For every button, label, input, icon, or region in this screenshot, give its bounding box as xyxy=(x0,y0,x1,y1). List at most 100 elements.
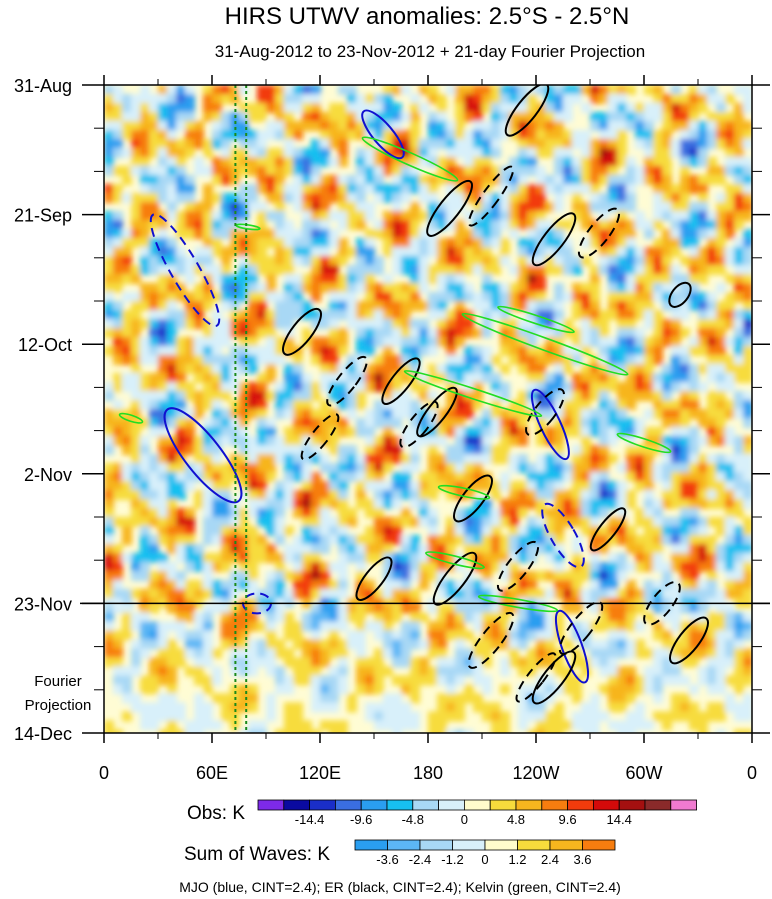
anomaly-cell xyxy=(653,292,663,302)
anomaly-cell xyxy=(707,112,717,122)
anomaly-cell xyxy=(554,292,564,302)
anomaly-cell xyxy=(617,229,627,239)
anomaly-cell xyxy=(626,490,636,500)
anomaly-cell xyxy=(122,94,132,104)
anomaly-cell xyxy=(284,427,294,437)
anomaly-cell xyxy=(194,337,204,347)
anomaly-cell xyxy=(644,337,654,347)
anomaly-cell xyxy=(608,85,618,95)
anomaly-cell xyxy=(671,526,681,536)
projection-cell xyxy=(545,612,555,623)
anomaly-cell xyxy=(383,427,393,437)
anomaly-cell xyxy=(473,265,483,275)
anomaly-cell xyxy=(626,256,636,266)
anomaly-cell xyxy=(455,508,465,518)
anomaly-cell xyxy=(257,229,267,239)
anomaly-cell xyxy=(491,544,501,554)
anomaly-cell xyxy=(554,355,564,365)
anomaly-cell xyxy=(158,382,168,392)
anomaly-cell xyxy=(293,94,303,104)
anomaly-cell xyxy=(176,472,186,482)
projection-cell xyxy=(194,657,204,668)
anomaly-cell xyxy=(428,130,438,140)
anomaly-cell xyxy=(131,229,141,239)
anomaly-cell xyxy=(581,211,591,221)
anomaly-cell xyxy=(257,301,267,311)
anomaly-cell xyxy=(311,346,321,356)
anomaly-cell xyxy=(662,526,672,536)
anomaly-cell xyxy=(590,364,600,374)
projection-cell xyxy=(662,657,672,668)
anomaly-cell xyxy=(239,517,249,527)
anomaly-cell xyxy=(725,409,735,419)
anomaly-cell xyxy=(446,463,456,473)
anomaly-cell xyxy=(689,526,699,536)
anomaly-cell xyxy=(149,283,159,293)
anomaly-cell xyxy=(680,481,690,491)
anomaly-cell xyxy=(716,283,726,293)
anomaly-cell xyxy=(302,112,312,122)
anomaly-cell xyxy=(725,157,735,167)
anomaly-cell xyxy=(446,391,456,401)
projection-cell xyxy=(734,711,744,722)
anomaly-cell xyxy=(149,589,159,599)
anomaly-cell xyxy=(518,355,528,365)
anomaly-cell xyxy=(437,328,447,338)
anomaly-cell xyxy=(680,130,690,140)
waves-swatch xyxy=(354,839,388,851)
projection-cell xyxy=(455,630,465,641)
anomaly-cell xyxy=(158,355,168,365)
anomaly-cell xyxy=(518,175,528,185)
anomaly-cell xyxy=(734,526,744,536)
anomaly-cell xyxy=(185,517,195,527)
anomaly-cell xyxy=(122,130,132,140)
projection-cell xyxy=(716,603,726,614)
anomaly-cell xyxy=(527,94,537,104)
projection-cell xyxy=(140,711,150,722)
anomaly-cell xyxy=(401,562,411,572)
anomaly-cell xyxy=(617,310,627,320)
anomaly-cell xyxy=(518,283,528,293)
anomaly-cell xyxy=(509,463,519,473)
anomaly-cell xyxy=(428,337,438,347)
projection-cell xyxy=(671,693,681,704)
anomaly-cell xyxy=(140,535,150,545)
anomaly-cell xyxy=(725,571,735,581)
anomaly-cell xyxy=(590,157,600,167)
anomaly-cell xyxy=(176,139,186,149)
anomaly-cell xyxy=(158,148,168,158)
anomaly-cell xyxy=(176,346,186,356)
anomaly-cell xyxy=(599,148,609,158)
anomaly-cell xyxy=(590,238,600,248)
anomaly-cell xyxy=(698,337,708,347)
anomaly-cell xyxy=(311,193,321,203)
anomaly-cell xyxy=(140,517,150,527)
projection-cell xyxy=(608,720,618,731)
anomaly-cell xyxy=(428,148,438,158)
projection-cell xyxy=(158,621,168,632)
anomaly-cell xyxy=(680,445,690,455)
projection-cell xyxy=(122,693,132,704)
anomaly-cell xyxy=(158,427,168,437)
projection-cell xyxy=(311,675,321,686)
anomaly-cell xyxy=(455,562,465,572)
projection-cell xyxy=(527,684,537,695)
anomaly-cell xyxy=(122,436,132,446)
anomaly-cell xyxy=(329,103,339,113)
anomaly-cell xyxy=(716,220,726,230)
anomaly-cell xyxy=(428,328,438,338)
anomaly-cell xyxy=(401,112,411,122)
anomaly-cell xyxy=(689,94,699,104)
anomaly-cell xyxy=(536,193,546,203)
anomaly-cell xyxy=(662,211,672,221)
anomaly-cell xyxy=(167,526,177,536)
anomaly-cell xyxy=(572,445,582,455)
projection-cell xyxy=(122,675,132,686)
anomaly-cell xyxy=(284,319,294,329)
anomaly-cell xyxy=(293,301,303,311)
anomaly-cell xyxy=(221,589,231,599)
anomaly-cell xyxy=(311,247,321,257)
anomaly-cell xyxy=(383,409,393,419)
anomaly-cell xyxy=(320,562,330,572)
anomaly-cell xyxy=(644,409,654,419)
